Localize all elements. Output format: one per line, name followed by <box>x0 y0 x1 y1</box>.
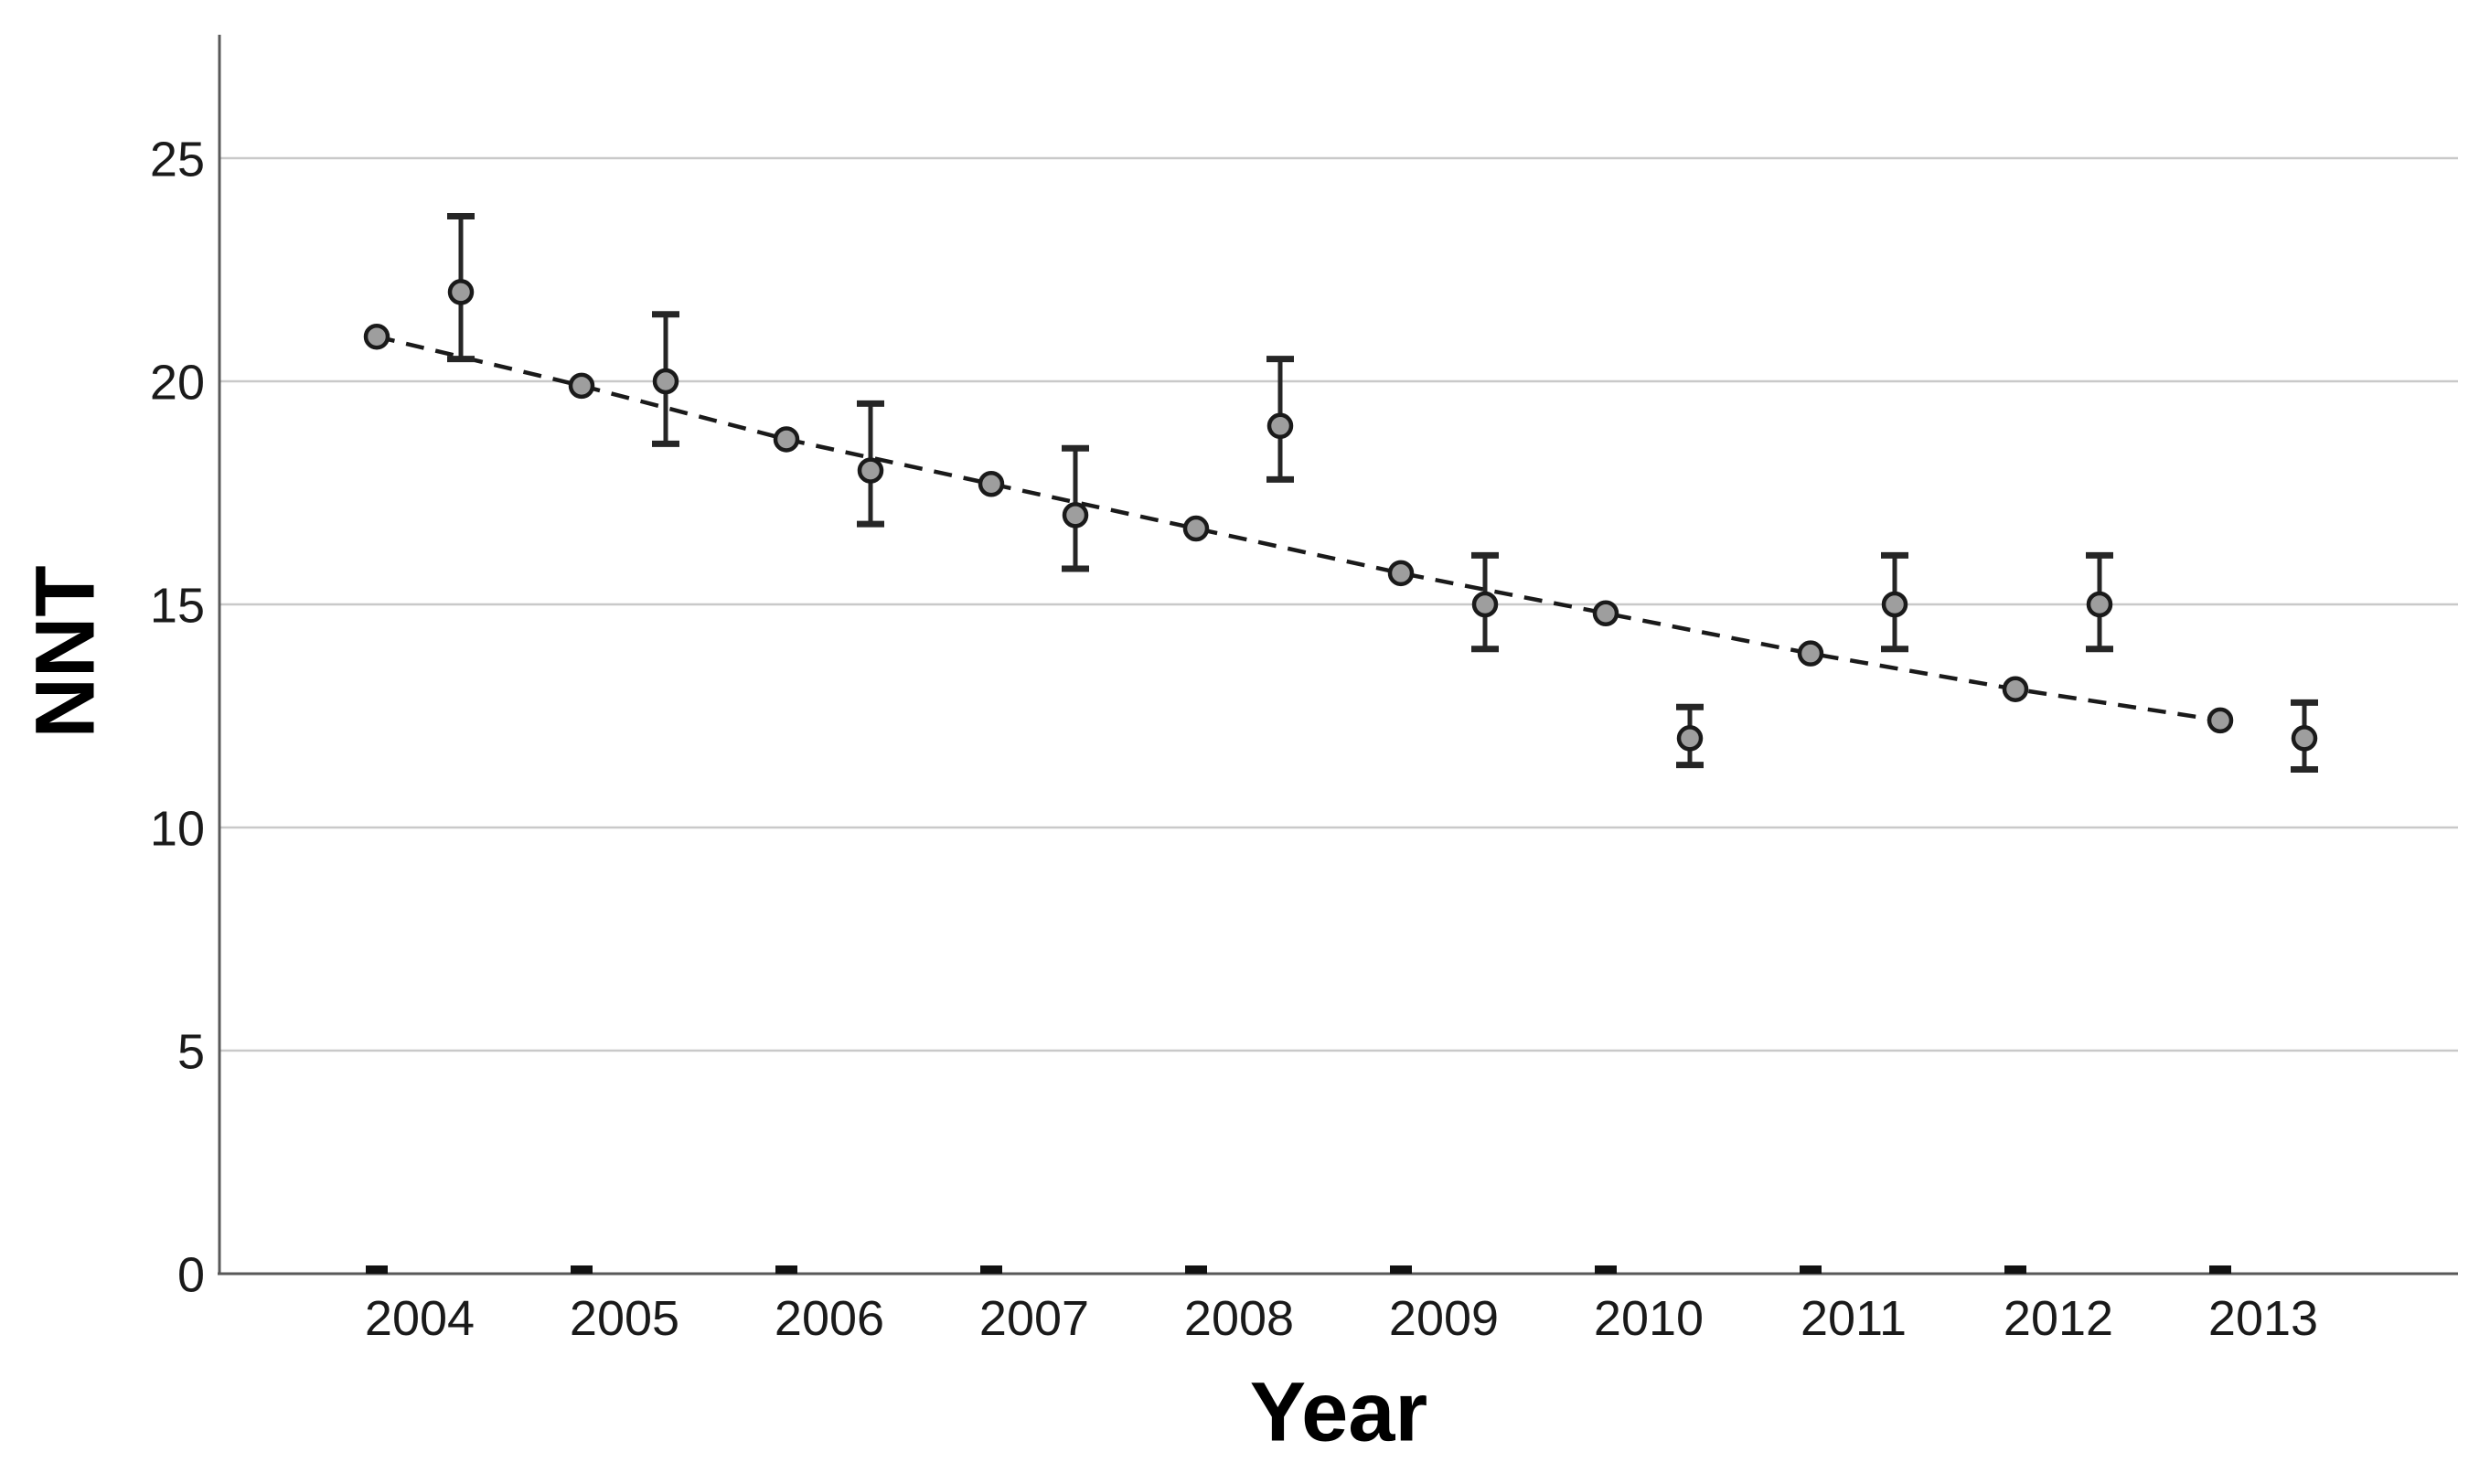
x-tick-label-2010: 2010 <box>1594 1291 1704 1346</box>
data-point-observed-2009 <box>1471 591 1499 618</box>
x-tick-mark-2013 <box>2209 1265 2231 1274</box>
data-point-observed-2013 <box>2291 725 2318 752</box>
x-tick-mark-2011 <box>1800 1265 1822 1274</box>
data-point-observed-2007 <box>1062 502 1089 528</box>
data-point-observed-2005 <box>652 368 679 395</box>
data-point-observed-2006 <box>857 457 884 484</box>
data-point-trend-2008 <box>1182 515 1210 542</box>
x-tick-label-2005: 2005 <box>570 1291 679 1346</box>
trend-dashed-line <box>376 335 2221 723</box>
data-point-observed-2011 <box>1881 591 1908 618</box>
data-point-trend-2012 <box>2002 676 2029 702</box>
data-point-observed-2008 <box>1266 412 1294 440</box>
x-tick-label-2004: 2004 <box>365 1291 475 1346</box>
x-tick-mark-2009 <box>1390 1265 1412 1274</box>
data-point-trend-2007 <box>978 470 1005 497</box>
x-tick-label-2011: 2011 <box>1801 1291 1907 1346</box>
x-tick-mark-2004 <box>366 1265 388 1274</box>
x-tick-mark-2005 <box>571 1265 593 1274</box>
data-point-observed-2012 <box>2086 591 2113 618</box>
y-tick-label-15: 15 <box>150 578 205 633</box>
data-point-trend-2013 <box>2207 707 2234 734</box>
x-tick-label-2013: 2013 <box>2208 1291 2318 1346</box>
data-point-trend-2006 <box>773 426 800 453</box>
x-tick-mark-2007 <box>980 1265 1002 1274</box>
x-tick-mark-2010 <box>1595 1265 1617 1274</box>
x-tick-label-2006: 2006 <box>775 1291 884 1346</box>
x-tick-label-2008: 2008 <box>1184 1291 1294 1346</box>
x-tick-label-2009: 2009 <box>1389 1291 1499 1346</box>
data-point-trend-2011 <box>1797 640 1824 667</box>
x-tick-label-2012: 2012 <box>2004 1291 2113 1346</box>
y-tick-label-20: 20 <box>150 355 205 410</box>
x-tick-mark-2006 <box>775 1265 797 1274</box>
y-tick-label-25: 25 <box>150 132 205 187</box>
y-axis-title: NNT <box>18 565 112 739</box>
x-axis-title: Year <box>1249 1365 1428 1459</box>
x-tick-label-2007: 2007 <box>979 1291 1089 1346</box>
data-point-trend-2005 <box>568 372 595 400</box>
y-tick-label-5: 5 <box>177 1024 205 1079</box>
x-tick-mark-2012 <box>2004 1265 2026 1274</box>
data-point-trend-2010 <box>1592 600 1619 627</box>
data-point-trend-2004 <box>363 323 390 350</box>
x-tick-mark-2008 <box>1185 1265 1207 1274</box>
data-point-observed-2004 <box>447 279 475 305</box>
y-tick-label-0: 0 <box>177 1247 205 1302</box>
y-tick-label-10: 10 <box>150 801 205 856</box>
data-point-observed-2010 <box>1676 725 1704 752</box>
data-point-trend-2009 <box>1387 560 1415 587</box>
